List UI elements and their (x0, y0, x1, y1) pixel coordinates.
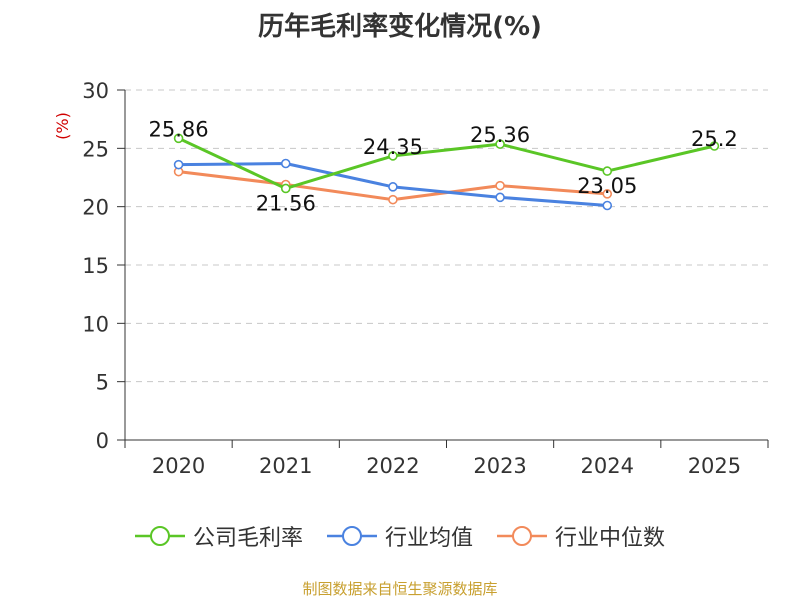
legend-item-company[interactable]: 公司毛利率 (134, 520, 303, 552)
data-point (388, 194, 398, 205)
legend-swatch-company (134, 526, 185, 546)
y-axis-label: (%) (53, 112, 72, 140)
data-label: 25.36 (470, 123, 530, 147)
data-label: 25.2 (691, 127, 738, 151)
legend-label-industry-mean: 行业均值 (384, 526, 473, 551)
data-source: 制图数据来自恒生聚源数据库 (302, 580, 498, 598)
series-line (177, 136, 715, 190)
x-tick-label: 2025 (688, 454, 741, 478)
data-point (602, 189, 613, 199)
data-point (388, 182, 398, 192)
data-point (495, 192, 505, 203)
y-tick-label: 0 (96, 429, 109, 453)
data-label: 25.86 (149, 117, 209, 141)
legend: 公司毛利率 行业均值 行业中位数 (0, 520, 800, 552)
data-point (602, 166, 613, 176)
x-tick-label: 2023 (473, 454, 526, 478)
x-tick-label: 2020 (152, 454, 205, 478)
legend-label-industry-median: 行业中位数 (555, 526, 666, 551)
data-point (280, 183, 291, 194)
data-point (173, 133, 184, 144)
y-tick-label: 25 (82, 137, 109, 161)
y-tick-label: 15 (82, 254, 109, 278)
data-label: 21.56 (256, 191, 316, 215)
data-label: 23.05 (577, 174, 637, 198)
y-tick-label: 30 (82, 79, 109, 103)
legend-swatch-industry-mean (326, 526, 377, 546)
x-tick-label: 2022 (366, 454, 419, 478)
data-point (495, 180, 505, 191)
data-point (602, 200, 613, 211)
y-tick-label: 10 (82, 312, 109, 336)
y-tick-label: 5 (96, 371, 109, 395)
legend-label-company: 公司毛利率 (192, 526, 303, 551)
data-point (709, 141, 720, 151)
y-tick-label: 20 (82, 196, 109, 220)
data-point (280, 158, 291, 169)
legend-item-industry-mean[interactable]: 行业均值 (326, 520, 473, 552)
data-label: 24.35 (363, 135, 423, 159)
x-tick-label: 2021 (259, 454, 312, 478)
x-tick-label: 2024 (581, 454, 634, 478)
chart-title: 历年毛利率变化情况(%) (258, 12, 542, 42)
legend-item-industry-median[interactable]: 行业中位数 (497, 520, 665, 552)
legend-swatch-industry-median (497, 526, 547, 546)
data-point (173, 159, 184, 170)
data-point (495, 139, 505, 149)
data-point (388, 151, 398, 161)
